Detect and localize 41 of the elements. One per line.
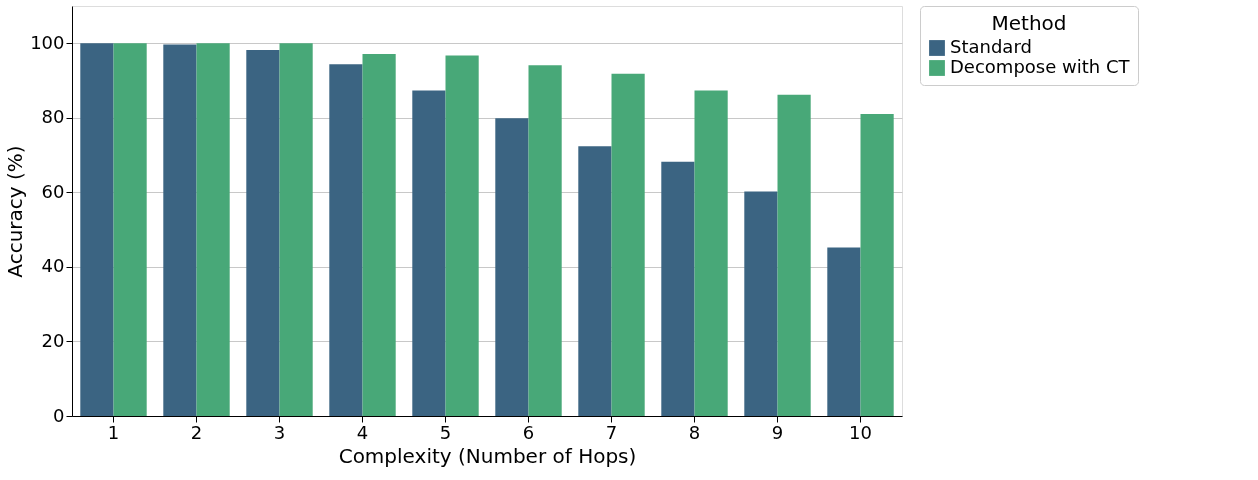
bar (827, 247, 861, 416)
x-tick-label: 2 (190, 421, 203, 443)
bar (694, 90, 728, 416)
x-tick-label: 7 (605, 421, 618, 443)
x-tick-label: 4 (356, 421, 369, 443)
y-tick-label: 80 (41, 106, 65, 128)
x-tick-label: 6 (522, 421, 535, 443)
bar (445, 55, 479, 416)
x-tick-label: 5 (439, 421, 452, 443)
y-tick-label: 40 (41, 255, 65, 277)
bar (495, 118, 529, 416)
y-tick-label: 0 (53, 404, 65, 426)
bar (279, 43, 313, 416)
bar (777, 94, 811, 416)
bar (246, 49, 280, 416)
x-tick-label: 8 (688, 421, 701, 443)
bar (196, 43, 230, 416)
bar (113, 43, 147, 416)
x-tick-label: 10 (849, 421, 872, 443)
bar (661, 161, 695, 416)
bar (528, 65, 562, 416)
bar (329, 64, 363, 416)
x-tick-label: 9 (771, 421, 784, 443)
bar (611, 73, 645, 416)
x-tick-label: 1 (107, 421, 120, 443)
legend-title: Method (991, 11, 1067, 35)
x-axis-title: Complexity (Number of Hops) (338, 443, 637, 468)
bar (163, 44, 197, 416)
bar (80, 43, 114, 416)
legend-label: Standard (950, 36, 1032, 57)
bar (744, 191, 778, 416)
bar (860, 114, 894, 416)
y-tick-label: 20 (41, 329, 65, 351)
y-axis-title: Accuracy (%) (3, 145, 28, 278)
bar (412, 90, 446, 416)
bar (362, 54, 396, 416)
y-tick-label: 100 (30, 31, 65, 53)
legend-label: Decompose with CT (950, 56, 1131, 77)
x-tick-label: 3 (273, 421, 286, 443)
y-tick-label: 60 (41, 180, 65, 202)
bar (578, 146, 612, 416)
